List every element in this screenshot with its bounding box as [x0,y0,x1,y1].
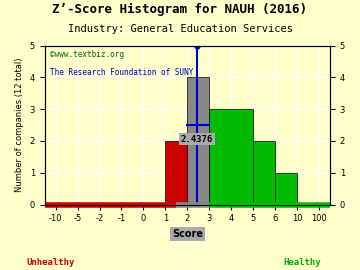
Bar [165,141,187,204]
Text: Industry: General Education Services: Industry: General Education Services [68,24,292,34]
Bar [187,77,209,204]
Bar [253,141,275,204]
Bar [209,109,253,204]
Y-axis label: Number of companies (12 total): Number of companies (12 total) [15,58,24,192]
Text: Z’-Score Histogram for NAUH (2016): Z’-Score Histogram for NAUH (2016) [53,3,307,16]
Text: Healthy: Healthy [284,258,321,267]
Text: The Research Foundation of SUNY: The Research Foundation of SUNY [50,68,194,77]
Text: 2.4376: 2.4376 [181,134,213,144]
Text: Unhealthy: Unhealthy [26,258,75,267]
X-axis label: Score: Score [172,229,203,239]
Bar [275,173,297,204]
Text: ©www.textbiz.org: ©www.textbiz.org [50,50,124,59]
